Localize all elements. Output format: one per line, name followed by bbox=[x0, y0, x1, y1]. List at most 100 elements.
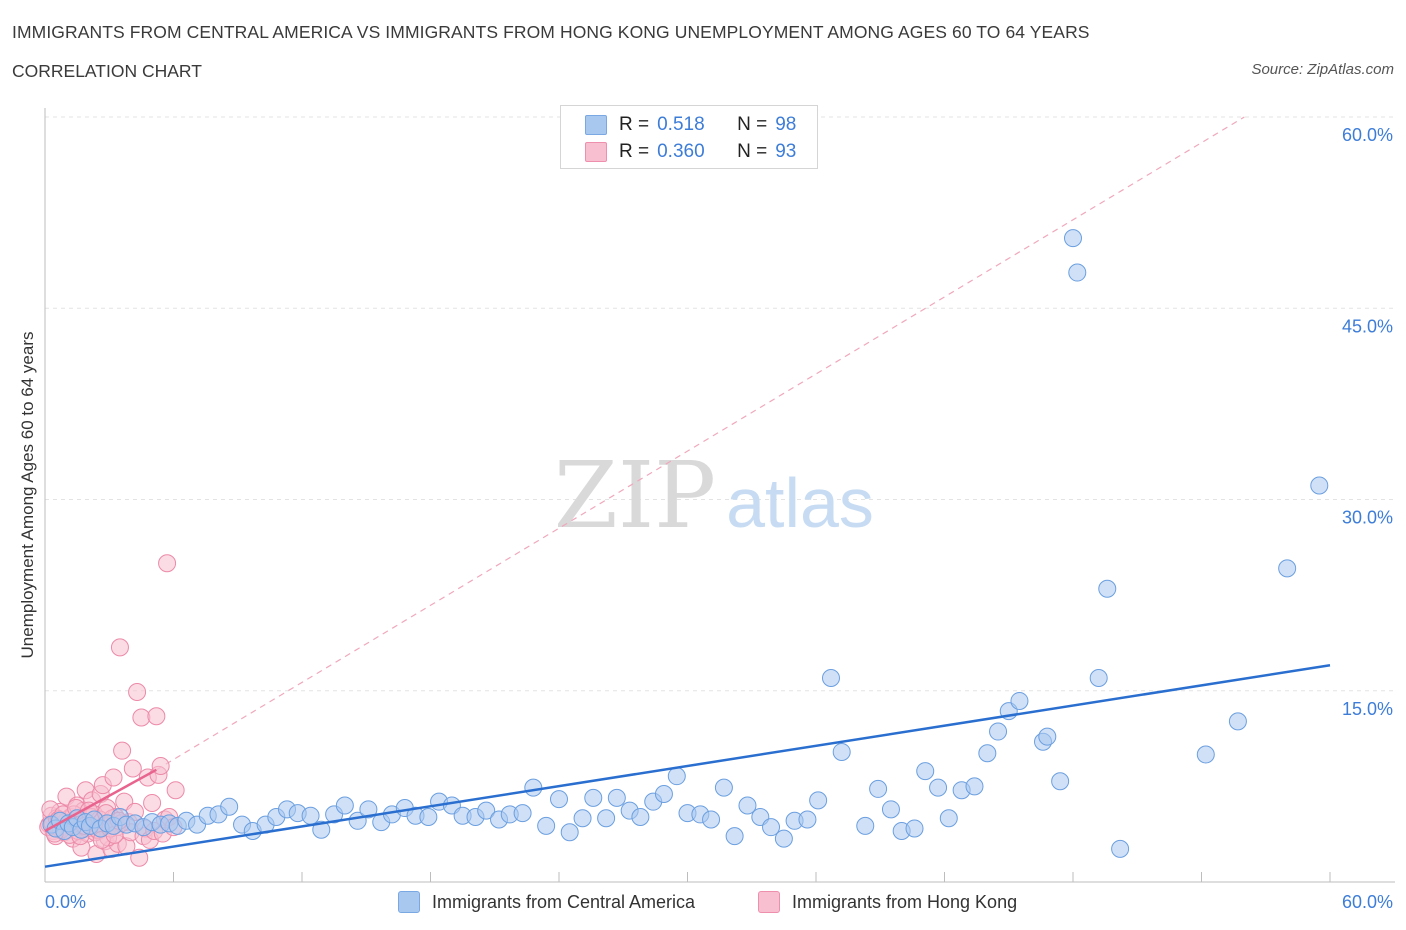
watermark-atlas: atlas bbox=[726, 464, 874, 542]
watermark: ZIP atlas bbox=[554, 442, 874, 549]
point-central-america bbox=[607, 788, 626, 807]
chart-subtitle: CORRELATION CHART bbox=[12, 61, 202, 81]
point-central-america bbox=[1064, 229, 1082, 248]
point-central-america bbox=[419, 807, 438, 826]
point-central-america bbox=[916, 762, 935, 781]
point-central-america bbox=[738, 796, 757, 815]
legend-item-hong-kong[interactable]: Immigrants from Hong Kong bbox=[758, 890, 1017, 914]
point-central-america bbox=[1038, 727, 1057, 746]
legend-swatch-hong-kong bbox=[758, 891, 780, 913]
y-tick-label: 15.0% bbox=[1342, 699, 1393, 719]
point-central-america bbox=[1051, 772, 1070, 791]
stats-row-central-america: R = 0.518 N = 98 bbox=[585, 114, 796, 136]
point-central-america bbox=[477, 801, 496, 820]
point-central-america bbox=[301, 806, 320, 825]
point-central-america bbox=[1089, 669, 1108, 687]
point-hong-kong bbox=[147, 707, 166, 726]
points-central-america bbox=[42, 229, 1329, 858]
trend-line-central-america bbox=[44, 664, 1331, 868]
stats-row-hong-kong: R = 0.360 N = 93 bbox=[585, 141, 796, 163]
point-central-america bbox=[702, 810, 721, 829]
point-central-america bbox=[978, 744, 997, 763]
point-hong-kong bbox=[166, 781, 185, 800]
point-central-america bbox=[597, 809, 616, 828]
r-value: 0.518 bbox=[657, 114, 705, 135]
point-hong-kong bbox=[123, 759, 142, 778]
point-central-america bbox=[584, 788, 603, 807]
point-central-america bbox=[905, 819, 924, 838]
axes bbox=[44, 108, 1395, 883]
y-axis-label: Unemployment Among Ages 60 to 64 years bbox=[18, 331, 37, 659]
point-hong-kong bbox=[132, 708, 151, 727]
trend-lines bbox=[44, 664, 1331, 868]
point-hong-kong bbox=[113, 741, 132, 760]
point-central-america bbox=[359, 800, 378, 819]
point-central-america bbox=[821, 669, 840, 687]
r-value: 0.360 bbox=[657, 141, 705, 162]
r-label: R = bbox=[619, 114, 650, 135]
grid-lines bbox=[45, 116, 1395, 692]
stats-legend: R = 0.518 N = 98 R = 0.360 N = 93 bbox=[560, 105, 818, 169]
point-central-america bbox=[965, 777, 984, 796]
point-central-america bbox=[714, 778, 733, 797]
legend-label: Immigrants from Central America bbox=[432, 891, 696, 912]
point-hong-kong bbox=[128, 683, 147, 702]
stats-swatch-central-america bbox=[585, 115, 607, 135]
tick-labels: 15.0% 30.0% 45.0% 60.0% 0.0% 60.0% bbox=[45, 125, 1393, 912]
point-central-america bbox=[1111, 839, 1130, 858]
legend-label: Immigrants from Hong Kong bbox=[792, 891, 1018, 912]
reference-line-hong-kong bbox=[156, 116, 1245, 771]
stats-swatch-hong-kong bbox=[585, 142, 607, 162]
y-tick-label: 30.0% bbox=[1342, 508, 1393, 528]
point-central-america bbox=[537, 816, 556, 835]
x-tick-label: 60.0% bbox=[1342, 892, 1393, 912]
legend-item-central-america[interactable]: Immigrants from Central America bbox=[398, 890, 695, 914]
point-central-america bbox=[654, 785, 673, 804]
point-central-america bbox=[312, 820, 331, 839]
reference-lines bbox=[156, 116, 1245, 771]
point-central-america bbox=[335, 796, 354, 815]
point-central-america bbox=[1098, 579, 1117, 598]
point-central-america bbox=[1010, 691, 1029, 710]
point-central-america bbox=[939, 809, 958, 828]
point-central-america bbox=[513, 804, 532, 823]
x-tick-label: 0.0% bbox=[45, 892, 86, 912]
point-hong-kong bbox=[143, 793, 162, 812]
point-central-america bbox=[869, 779, 888, 798]
point-central-america bbox=[774, 829, 793, 848]
point-central-america bbox=[1068, 263, 1087, 282]
point-central-america bbox=[524, 778, 543, 797]
point-hong-kong bbox=[104, 768, 123, 787]
trend-line-hong-kong bbox=[44, 768, 157, 833]
point-central-america bbox=[989, 722, 1008, 741]
n-label: N = bbox=[737, 141, 768, 162]
point-central-america bbox=[220, 797, 239, 816]
point-central-america bbox=[550, 790, 568, 809]
point-central-america bbox=[762, 818, 781, 837]
point-central-america bbox=[1196, 745, 1215, 764]
n-value: 98 bbox=[775, 114, 797, 135]
y-tick-label: 60.0% bbox=[1342, 125, 1393, 145]
point-central-america bbox=[1228, 712, 1247, 731]
point-central-america bbox=[573, 809, 592, 828]
source-credit: Source: ZipAtlas.com bbox=[1251, 61, 1394, 78]
point-central-america bbox=[832, 742, 851, 761]
y-tick-label: 45.0% bbox=[1342, 316, 1393, 336]
legend-swatch-central-america bbox=[398, 891, 420, 913]
n-label: N = bbox=[737, 114, 768, 135]
point-central-america bbox=[560, 823, 579, 842]
watermark-zip: ZIP bbox=[554, 442, 716, 549]
point-hong-kong bbox=[110, 638, 129, 657]
point-central-america bbox=[881, 800, 900, 819]
r-label: R = bbox=[619, 141, 650, 162]
point-central-america bbox=[798, 810, 817, 829]
point-central-america bbox=[809, 791, 828, 810]
point-central-america bbox=[725, 827, 744, 846]
point-hong-kong bbox=[158, 554, 177, 573]
point-central-america bbox=[929, 778, 948, 797]
point-central-america bbox=[856, 816, 875, 835]
point-central-america bbox=[1310, 476, 1329, 495]
chart-title: IMMIGRANTS FROM CENTRAL AMERICA VS IMMIG… bbox=[12, 22, 1090, 42]
point-central-america bbox=[667, 767, 686, 786]
